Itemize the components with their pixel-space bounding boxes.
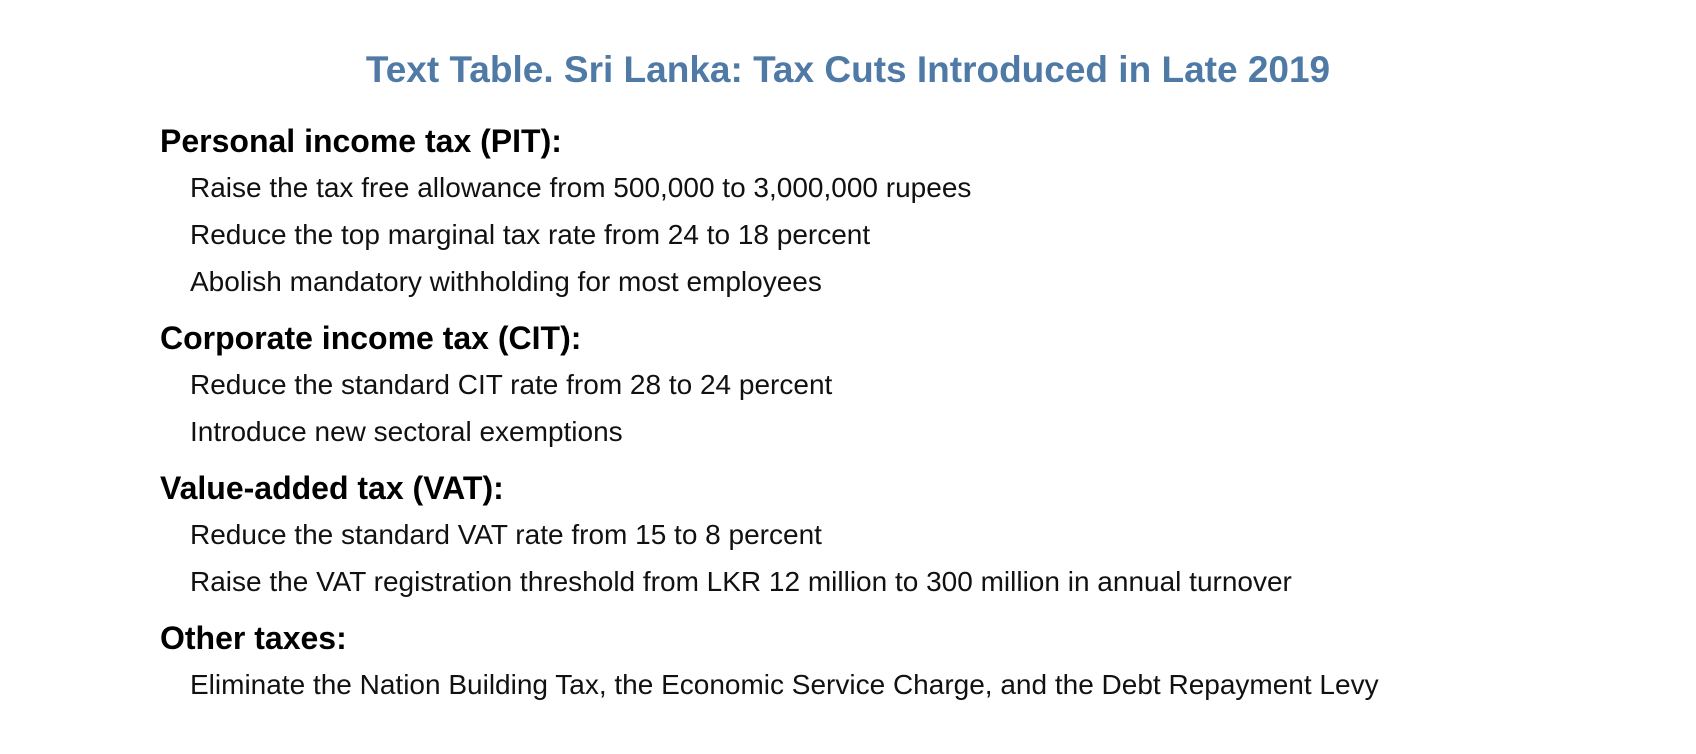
section-items: Reduce the standard VAT rate from 15 to … [160,511,1600,605]
list-item: Introduce new sectoral exemptions [190,416,623,447]
section-heading: Corporate income tax (CIT): [160,320,582,356]
section-items: Reduce the standard CIT rate from 28 to … [160,361,1600,455]
list-item: Reduce the top marginal tax rate from 24… [190,219,871,250]
list-item: Reduce the standard CIT rate from 28 to … [190,369,833,400]
list-item: Reduce the standard VAT rate from 15 to … [190,519,822,550]
section-pit: Personal income tax (PIT): Raise the tax… [160,118,1600,305]
list-item: Eliminate the Nation Building Tax, the E… [190,669,1379,700]
section-heading: Value-added tax (VAT): [160,470,504,506]
table-title: Text Table. Sri Lanka: Tax Cuts Introduc… [365,49,1331,90]
section-cit: Corporate income tax (CIT): Reduce the s… [160,315,1600,455]
section-other: Other taxes: Eliminate the Nation Buildi… [160,615,1600,708]
list-item: Raise the tax free allowance from 500,00… [190,172,972,203]
list-item: Raise the VAT registration threshold fro… [190,566,1292,597]
tax-cuts-table: Personal income tax (PIT): Raise the tax… [160,118,1600,718]
section-heading: Other taxes: [160,620,347,656]
section-items: Eliminate the Nation Building Tax, the E… [160,661,1600,708]
section-heading: Personal income tax (PIT): [160,123,562,159]
list-item: Abolish mandatory withholding for most e… [190,266,822,297]
section-vat: Value-added tax (VAT): Reduce the standa… [160,465,1600,605]
section-items: Raise the tax free allowance from 500,00… [160,164,1600,305]
